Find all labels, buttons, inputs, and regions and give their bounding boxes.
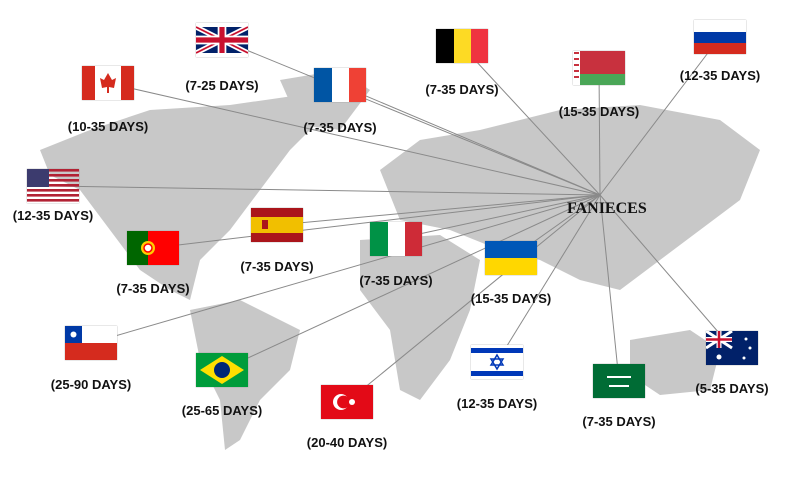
italy-flag-icon: [370, 222, 422, 256]
connection-line-canada: [107, 82, 601, 196]
belarus-flag-icon: [573, 51, 625, 85]
portugal-flag-icon: [127, 231, 179, 265]
connection-line-france: [339, 84, 601, 196]
connection-line-belgium: [461, 45, 601, 196]
delivery-time-italy: (7-35 DAYS): [359, 273, 433, 288]
chile-flag-icon: [65, 326, 117, 360]
delivery-time-france: (7-35 DAYS): [303, 120, 377, 135]
africa: [360, 235, 480, 400]
connection-line-israel: [496, 194, 601, 363]
delivery-time-brazil: (25-65 DAYS): [181, 403, 263, 418]
delivery-time-australia: (5-35 DAYS): [695, 381, 769, 396]
uk-flag-icon: [196, 23, 248, 57]
connection-line-australia: [599, 194, 733, 349]
connection-line-russia: [599, 36, 721, 196]
delivery-time-belarus: (15-35 DAYS): [558, 104, 640, 119]
delivery-time-usa: (12-35 DAYS): [12, 208, 94, 223]
russia-flag-icon: [694, 20, 746, 54]
connection-line-uk: [221, 39, 601, 196]
delivery-time-spain: (7-35 DAYS): [240, 259, 314, 274]
connection-line-portugal: [152, 194, 601, 249]
connection-line-belarus: [598, 67, 601, 196]
connection-line-chile: [90, 194, 601, 344]
australia-flag-icon: [706, 331, 758, 365]
connection-line-usa: [52, 185, 601, 196]
delivery-time-canada: (10-35 DAYS): [67, 119, 149, 134]
delivery-time-turkey: (20-40 DAYS): [306, 435, 388, 450]
brand-hub-label: FANIECES: [567, 200, 647, 217]
delivery-time-portugal: (7-35 DAYS): [116, 281, 190, 296]
connection-line-turkey: [346, 194, 601, 403]
north-america: [40, 95, 330, 300]
connection-line-italy: [395, 194, 601, 240]
spain-flag-icon: [251, 208, 303, 242]
connection-line-saudi-arabia: [599, 194, 620, 382]
connection-line-brazil: [221, 194, 601, 371]
france-flag-icon: [314, 68, 366, 102]
delivery-time-saudi-arabia: (7-35 DAYS): [582, 414, 656, 429]
delivery-time-russia: (12-35 DAYS): [679, 68, 761, 83]
canada-flag-icon: [82, 66, 134, 100]
brazil-flag-icon: [196, 353, 248, 387]
delivery-time-chile: (25-90 DAYS): [50, 377, 132, 392]
delivery-time-ukraine: (15-35 DAYS): [470, 291, 552, 306]
connection-lines: [52, 36, 733, 403]
delivery-time-belgium: (7-35 DAYS): [425, 82, 499, 97]
israel-flag-icon: [471, 345, 523, 379]
connection-line-spain: [276, 194, 601, 226]
australia: [630, 330, 720, 395]
usa-flag-icon: [27, 169, 79, 203]
ukraine-flag-icon: [485, 241, 537, 275]
delivery-time-israel: (12-35 DAYS): [456, 396, 538, 411]
belgium-flag-icon: [436, 29, 488, 63]
saudi-arabia-flag-icon: [593, 364, 645, 398]
turkey-flag-icon: [321, 385, 373, 419]
delivery-time-uk: (7-25 DAYS): [185, 78, 259, 93]
